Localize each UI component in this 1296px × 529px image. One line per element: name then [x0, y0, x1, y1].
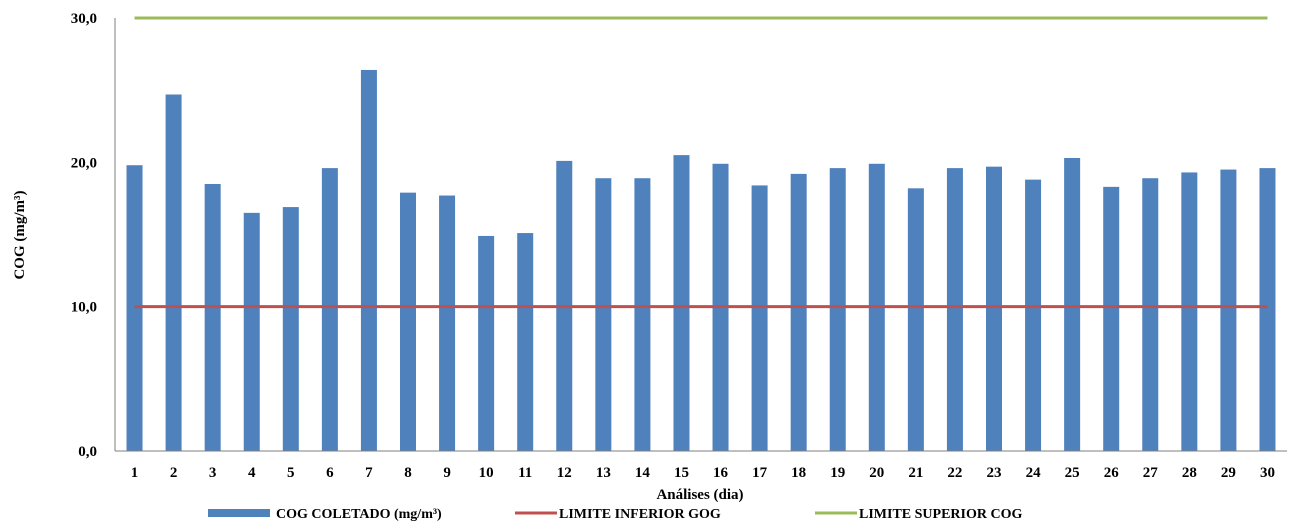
x-tick-label: 13 [596, 465, 611, 481]
x-tick-label: 12 [557, 465, 572, 481]
x-tick-label: 3 [209, 465, 217, 481]
x-tick-label: 23 [987, 465, 1002, 481]
x-tick-label: 8 [404, 465, 412, 481]
bar-17 [751, 185, 768, 451]
x-tick-label: 21 [908, 465, 923, 481]
limit-lines [134, 16, 1268, 309]
x-tick-label: 7 [365, 465, 373, 481]
bar-28 [1181, 172, 1198, 451]
bar-6 [321, 168, 338, 452]
bar-22 [946, 168, 963, 452]
y-tick-label: 10,0 [71, 300, 97, 316]
y-tick-label: 30,0 [71, 11, 97, 27]
x-axis-title: Análises (dia) [656, 487, 743, 503]
x-tick-label: 20 [869, 465, 884, 481]
x-tick-label: 1 [131, 465, 139, 481]
x-tick-label: 14 [635, 465, 651, 481]
x-tick-label: 28 [1182, 465, 1197, 481]
bar-24 [1025, 179, 1042, 451]
x-tick-label: 9 [443, 465, 451, 481]
bar-30 [1259, 168, 1276, 452]
x-tick-label: 29 [1221, 465, 1236, 481]
bar-13 [595, 178, 612, 451]
x-tick-labels: 1 2 3 4 5 6 7 8 9 10 11 12 13 14 15 16 17 18 19 20 21 22 23 24 2… [131, 465, 1275, 481]
bar-series [126, 69, 1276, 452]
x-tick-label: 4 [248, 465, 256, 481]
bar-7 [360, 69, 377, 452]
bar-23 [986, 166, 1002, 451]
bar-3 [204, 183, 221, 452]
legend: COG COLETADO (mg/m³) LIMITE INFERIOR GOG L… [208, 507, 1022, 522]
x-tick-label: 27 [1143, 465, 1159, 481]
bar-18 [790, 173, 807, 451]
bar-10 [478, 235, 495, 451]
bar-14 [634, 178, 651, 451]
bar-29 [1220, 169, 1237, 452]
bar-5 [282, 207, 299, 451]
legend-item-3: LIMITE SUPERIOR COG [815, 507, 1022, 522]
legend-swatch [208, 509, 270, 517]
bar-25 [1064, 158, 1081, 451]
y-axis-title: COG (mg/m³) [12, 190, 28, 279]
x-tick-label: 5 [287, 465, 295, 481]
x-tick-label: 24 [1026, 465, 1042, 481]
x-tick-label: 11 [518, 465, 532, 481]
bar-19 [829, 168, 846, 452]
legend-item-1: COG COLETADO (mg/m³) [208, 507, 442, 522]
y-tick-label: 20,0 [71, 155, 97, 171]
y-tick-labels: 0,0 10,0 20,0 30,0 [71, 11, 97, 460]
x-tick-label: 10 [479, 465, 494, 481]
x-tick-label: 2 [170, 465, 178, 481]
x-tick-label: 26 [1104, 465, 1120, 481]
bar-21 [907, 188, 924, 451]
x-tick-label: 6 [326, 465, 334, 481]
x-tick-label: 15 [674, 465, 689, 481]
legend-item-2: LIMITE INFERIOR GOG [515, 507, 721, 522]
bar-11 [517, 233, 534, 451]
x-tick-label: 22 [947, 465, 962, 481]
bar-27 [1142, 178, 1159, 451]
bar-4 [243, 212, 260, 451]
y-tick-label: 0,0 [78, 444, 97, 460]
x-tick-label: 25 [1065, 465, 1080, 481]
legend-label: LIMITE SUPERIOR COG [859, 507, 1022, 522]
x-tick-label: 16 [713, 465, 729, 481]
bar-2 [165, 94, 182, 451]
x-tick-label: 18 [791, 465, 806, 481]
x-tick-label: 19 [830, 465, 845, 481]
x-tick-label: 17 [752, 465, 768, 481]
bar-9 [439, 195, 456, 451]
legend-label: COG COLETADO (mg/m³) [276, 507, 442, 522]
legend-label: LIMITE INFERIOR GOG [559, 507, 721, 522]
x-tick-label: 30 [1260, 465, 1275, 481]
bar-15 [673, 155, 690, 451]
bar-8 [400, 192, 416, 451]
bar-26 [1103, 186, 1120, 451]
